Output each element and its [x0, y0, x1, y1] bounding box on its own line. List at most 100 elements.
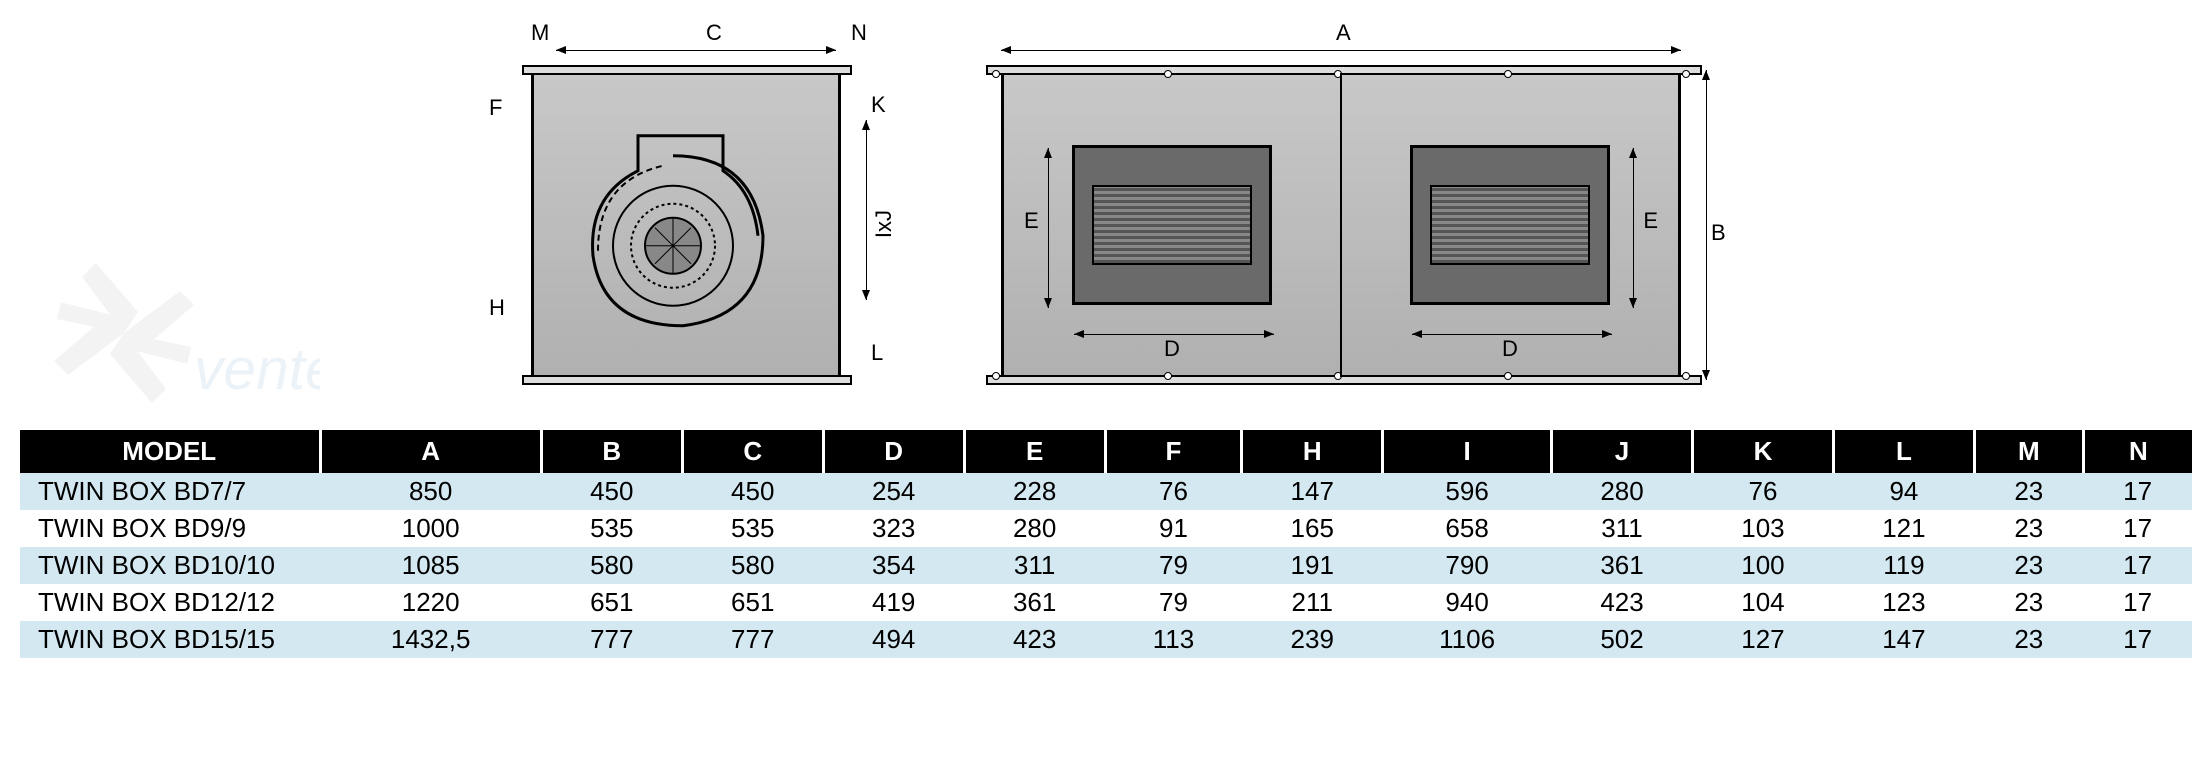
- cell-J: 423: [1552, 584, 1693, 621]
- cell-H: 147: [1242, 473, 1383, 510]
- mount-hole: [992, 372, 1000, 380]
- cell-I: 790: [1383, 547, 1552, 584]
- cell-E: 228: [964, 473, 1105, 510]
- table-row: TWIN BOX BD12/12122065165141936179211940…: [20, 584, 2192, 621]
- cell-model: TWIN BOX BD15/15: [20, 621, 320, 658]
- cell-C: 450: [682, 473, 823, 510]
- cell-L: 147: [1833, 621, 1974, 658]
- cell-N: 17: [2083, 547, 2192, 584]
- cell-D: 419: [823, 584, 964, 621]
- diagrams-row: ventel M C N F H K IxJ L: [20, 20, 2192, 400]
- cell-D: 254: [823, 473, 964, 510]
- cell-L: 123: [1833, 584, 1974, 621]
- cell-E: 423: [964, 621, 1105, 658]
- side-flange-top: [522, 65, 852, 75]
- mount-hole: [1682, 372, 1690, 380]
- side-view-diagram: M C N F H K IxJ L: [471, 20, 901, 400]
- cell-L: 119: [1833, 547, 1974, 584]
- opening-right: [1410, 145, 1610, 305]
- col-N: N: [2083, 430, 2192, 473]
- watermark-text: ventel: [194, 337, 320, 402]
- cell-M: 23: [1974, 621, 2083, 658]
- cell-J: 280: [1552, 473, 1693, 510]
- opening-inner-right: [1430, 185, 1590, 265]
- cell-model: TWIN BOX BD9/9: [20, 510, 320, 547]
- front-panel-right: E D: [1342, 73, 1678, 377]
- col-K: K: [1692, 430, 1833, 473]
- cell-K: 76: [1692, 473, 1833, 510]
- dim-label-D-right: D: [1502, 336, 1518, 362]
- dim-label-L: L: [871, 340, 883, 366]
- cell-A: 1085: [320, 547, 541, 584]
- col-C: C: [682, 430, 823, 473]
- cell-M: 23: [1974, 584, 2083, 621]
- cell-A: 1220: [320, 584, 541, 621]
- table-header-row: MODEL A B C D E F H I J K L M N: [20, 430, 2192, 473]
- cell-I: 658: [1383, 510, 1552, 547]
- dim-label-E-right: E: [1643, 208, 1658, 234]
- cell-N: 17: [2083, 584, 2192, 621]
- dim-label-H: H: [489, 295, 505, 321]
- dim-arrow-B: [1706, 70, 1707, 380]
- cell-L: 121: [1833, 510, 1974, 547]
- col-L: L: [1833, 430, 1974, 473]
- table-row: TWIN BOX BD15/151432,5777777494423113239…: [20, 621, 2192, 658]
- table-row: TWIN BOX BD10/10108558058035431179191790…: [20, 547, 2192, 584]
- dim-arrow-D-left: [1074, 334, 1274, 335]
- cell-model: TWIN BOX BD12/12: [20, 584, 320, 621]
- cell-K: 103: [1692, 510, 1833, 547]
- cell-K: 100: [1692, 547, 1833, 584]
- dim-label-E-left: E: [1024, 208, 1039, 234]
- cell-N: 17: [2083, 473, 2192, 510]
- dim-arrow-E-left: [1048, 148, 1049, 308]
- cell-F: 79: [1105, 547, 1242, 584]
- opening-left: [1072, 145, 1272, 305]
- cell-model: TWIN BOX BD10/10: [20, 547, 320, 584]
- mount-hole: [992, 70, 1000, 78]
- cell-D: 354: [823, 547, 964, 584]
- cell-I: 940: [1383, 584, 1552, 621]
- cell-H: 239: [1242, 621, 1383, 658]
- front-view-diagram: A B E: [941, 20, 1741, 400]
- front-view-box: E D E D: [1001, 70, 1681, 380]
- col-model: MODEL: [20, 430, 320, 473]
- dim-label-A: A: [1336, 20, 1351, 46]
- cell-B: 651: [541, 584, 682, 621]
- col-F: F: [1105, 430, 1242, 473]
- col-D: D: [823, 430, 964, 473]
- col-B: B: [541, 430, 682, 473]
- cell-B: 777: [541, 621, 682, 658]
- cell-I: 1106: [1383, 621, 1552, 658]
- cell-A: 850: [320, 473, 541, 510]
- cell-I: 596: [1383, 473, 1552, 510]
- dim-label-M: M: [531, 20, 549, 46]
- cell-H: 191: [1242, 547, 1383, 584]
- cell-E: 280: [964, 510, 1105, 547]
- cell-L: 94: [1833, 473, 1974, 510]
- cell-M: 23: [1974, 510, 2083, 547]
- dim-arrow-D-right: [1412, 334, 1612, 335]
- table-row: TWIN BOX BD9/910005355353232809116565831…: [20, 510, 2192, 547]
- cell-N: 17: [2083, 621, 2192, 658]
- col-M: M: [1974, 430, 2083, 473]
- cell-M: 23: [1974, 473, 2083, 510]
- cell-C: 777: [682, 621, 823, 658]
- cell-A: 1000: [320, 510, 541, 547]
- side-view-box: [531, 70, 841, 380]
- col-E: E: [964, 430, 1105, 473]
- cell-B: 450: [541, 473, 682, 510]
- cell-J: 502: [1552, 621, 1693, 658]
- cell-J: 311: [1552, 510, 1693, 547]
- dim-arrow-E-right: [1633, 148, 1634, 308]
- cell-E: 361: [964, 584, 1105, 621]
- cell-H: 165: [1242, 510, 1383, 547]
- cell-B: 580: [541, 547, 682, 584]
- dim-label-K: K: [871, 92, 886, 118]
- mount-hole: [1682, 70, 1690, 78]
- col-J: J: [1552, 430, 1693, 473]
- opening-inner-left: [1092, 185, 1252, 265]
- table-row: TWIN BOX BD7/785045045025422876147596280…: [20, 473, 2192, 510]
- dim-arrow-IxJ: [866, 120, 867, 300]
- col-H: H: [1242, 430, 1383, 473]
- cell-F: 76: [1105, 473, 1242, 510]
